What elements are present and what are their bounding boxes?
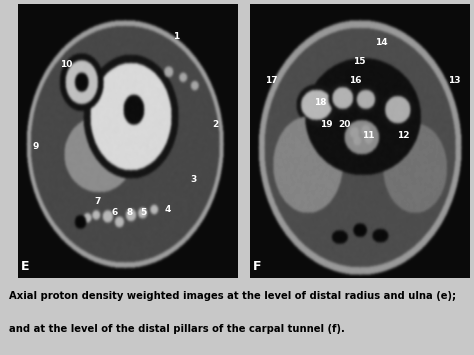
Text: 18: 18 (314, 98, 326, 107)
Text: 3: 3 (191, 175, 197, 184)
Text: 15: 15 (353, 57, 365, 66)
Text: E: E (21, 260, 29, 273)
Text: and at the level of the distal pillars of the carpal tunnel (f).: and at the level of the distal pillars o… (9, 324, 345, 334)
Text: 16: 16 (349, 76, 361, 85)
Text: Axial proton density weighted images at the level of distal radius and ulna (e);: Axial proton density weighted images at … (9, 291, 456, 301)
Text: 6: 6 (111, 208, 118, 217)
Text: 12: 12 (397, 131, 410, 140)
Text: 19: 19 (320, 120, 333, 129)
Text: 13: 13 (447, 76, 460, 85)
Text: 20: 20 (338, 120, 350, 129)
Text: 11: 11 (362, 131, 374, 140)
Text: 8: 8 (127, 208, 133, 217)
Text: 5: 5 (140, 208, 146, 217)
Text: 4: 4 (164, 206, 171, 214)
Text: 1: 1 (173, 32, 179, 41)
Text: 10: 10 (60, 60, 73, 69)
Text: 9: 9 (32, 142, 39, 151)
Text: 17: 17 (265, 76, 278, 85)
Text: 2: 2 (213, 120, 219, 129)
Text: 14: 14 (375, 38, 388, 47)
Text: 7: 7 (94, 197, 100, 206)
Text: F: F (253, 260, 261, 273)
